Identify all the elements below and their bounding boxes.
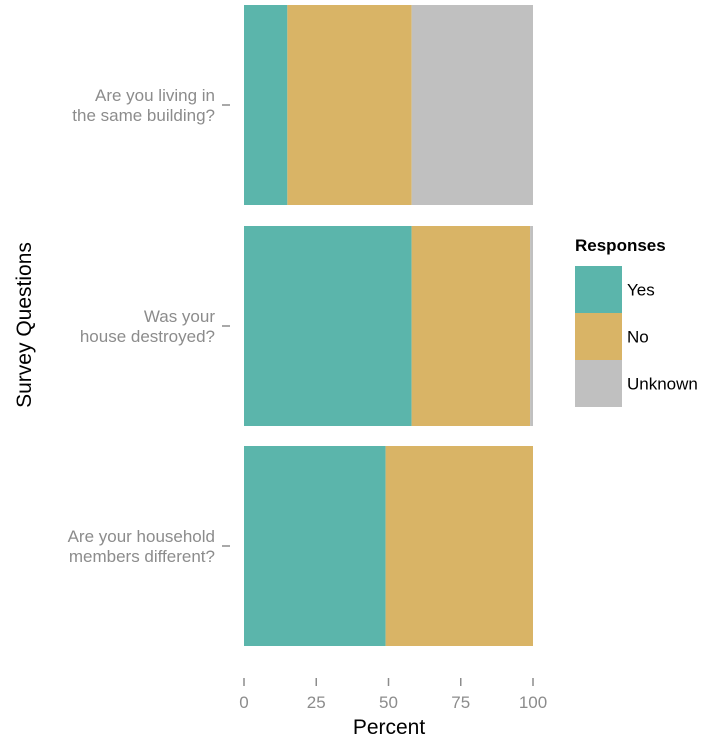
legend-key-no [575, 313, 622, 360]
bar-yes-2 [244, 446, 386, 646]
legend: Responses Yes No Unknown [575, 236, 698, 407]
bar-no-0 [287, 5, 412, 205]
legend-key-yes [575, 266, 622, 313]
legend-label-unknown: Unknown [627, 375, 698, 394]
legend-key-unknown [575, 360, 622, 407]
bar-no-1 [411, 226, 531, 426]
x-tick-label: 100 [519, 693, 547, 712]
x-tick-label: 25 [307, 693, 326, 712]
legend-label-yes: Yes [627, 281, 655, 300]
x-axis-title: Percent [353, 716, 426, 739]
legend-title: Responses [575, 236, 666, 255]
y-tick-label: members different? [69, 547, 215, 566]
bars-layer [244, 5, 533, 646]
y-axis-title: Survey Questions [13, 242, 36, 408]
bar-yes-1 [244, 226, 412, 426]
bar-unknown-0 [411, 5, 533, 205]
y-tick-label: Are you living in [95, 86, 215, 105]
bar-unknown-1 [530, 226, 533, 426]
y-tick-label: the same building? [72, 106, 215, 125]
x-axis: 0 25 50 75 100 [239, 678, 547, 712]
x-tick-label: 75 [451, 693, 470, 712]
y-tick-label: house destroyed? [80, 327, 215, 346]
legend-label-no: No [627, 328, 649, 347]
x-tick-label: 0 [239, 693, 248, 712]
x-tick-label: 50 [379, 693, 398, 712]
bar-no-2 [385, 446, 533, 646]
y-tick-label: Was your [144, 307, 216, 326]
bar-yes-0 [244, 5, 288, 205]
y-tick-label: Are your household [68, 527, 215, 546]
